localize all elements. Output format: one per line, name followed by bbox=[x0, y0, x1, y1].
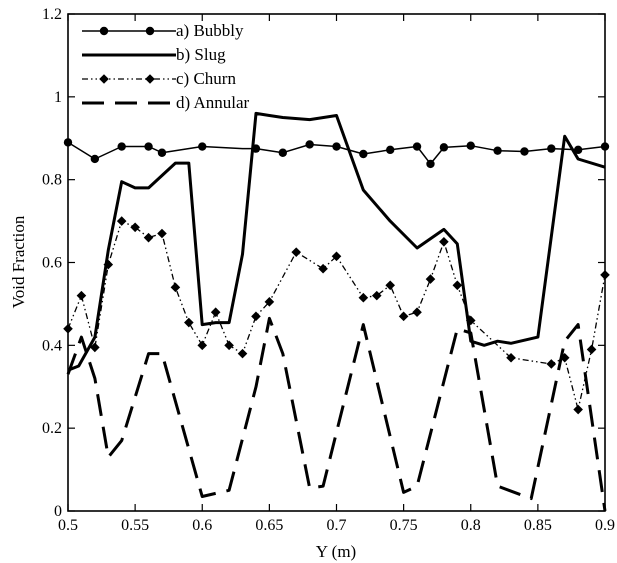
data-point bbox=[412, 142, 422, 151]
data-point bbox=[546, 359, 557, 369]
x-tick-label: 0.9 bbox=[595, 517, 615, 534]
data-point bbox=[116, 216, 127, 226]
data-point bbox=[586, 344, 597, 355]
data-point bbox=[144, 142, 153, 151]
data-point bbox=[452, 280, 463, 291]
y-axis-label: Void Fraction bbox=[9, 215, 28, 308]
series-line-churn bbox=[67, 220, 606, 411]
data-point bbox=[371, 290, 382, 301]
y-tick-label: 1.2 bbox=[42, 6, 62, 23]
data-point bbox=[157, 228, 167, 239]
data-point bbox=[170, 282, 181, 293]
data-point bbox=[331, 251, 342, 262]
data-point bbox=[143, 232, 154, 243]
series-line-annular bbox=[66, 316, 607, 512]
data-point bbox=[90, 342, 100, 353]
data-point bbox=[465, 315, 476, 326]
data-point bbox=[251, 311, 261, 322]
data-point bbox=[439, 143, 449, 152]
legend-entry-slug: b) Slug bbox=[82, 45, 226, 64]
x-axis-label: Y (m) bbox=[316, 542, 356, 561]
data-point bbox=[157, 148, 167, 157]
series-layer bbox=[63, 111, 610, 512]
data-point bbox=[386, 145, 395, 155]
legend-label: c) Churn bbox=[176, 69, 236, 88]
series-line-slug bbox=[67, 111, 606, 372]
legend-label: b) Slug bbox=[176, 45, 226, 64]
y-tick-label: 0.8 bbox=[42, 172, 62, 189]
legend-entry-annular: d) Annular bbox=[82, 93, 250, 112]
legend-label: d) Annular bbox=[176, 93, 250, 112]
data-point bbox=[237, 348, 248, 359]
series-annular bbox=[66, 316, 607, 512]
data-point bbox=[573, 404, 583, 415]
data-point bbox=[117, 142, 126, 151]
legend-label: a) Bubbly bbox=[176, 21, 244, 40]
x-tick-label: 0.6 bbox=[192, 517, 212, 534]
x-tick-label: 0.7 bbox=[327, 517, 347, 534]
data-point bbox=[547, 144, 556, 153]
data-point bbox=[385, 280, 395, 291]
data-point bbox=[278, 148, 287, 157]
data-point bbox=[130, 222, 140, 233]
data-point bbox=[506, 352, 516, 363]
data-point bbox=[493, 146, 502, 155]
series-bubbly bbox=[63, 138, 610, 169]
x-tick-label: 0.65 bbox=[255, 517, 283, 534]
legend-marker bbox=[145, 26, 155, 36]
plot-frame bbox=[67, 13, 606, 512]
y-tick-label: 0.6 bbox=[42, 255, 62, 272]
series-churn bbox=[63, 216, 610, 415]
data-point bbox=[520, 147, 529, 156]
data-point bbox=[198, 142, 207, 151]
data-point bbox=[90, 154, 100, 164]
data-point bbox=[466, 141, 475, 150]
legend-marker bbox=[99, 74, 109, 84]
x-tick-label: 0.5 bbox=[58, 517, 78, 534]
series-slug bbox=[67, 111, 606, 372]
x-tick-label: 0.8 bbox=[461, 517, 481, 534]
legend-marker bbox=[99, 26, 109, 36]
data-point bbox=[439, 236, 449, 247]
data-point bbox=[398, 311, 409, 322]
data-point bbox=[264, 297, 275, 307]
data-point bbox=[426, 159, 435, 169]
data-point bbox=[184, 317, 194, 328]
data-point bbox=[359, 149, 368, 159]
data-point bbox=[358, 292, 369, 303]
data-point bbox=[197, 340, 208, 351]
data-point bbox=[412, 307, 422, 317]
y-tick-label: 0.2 bbox=[42, 420, 62, 437]
x-tick-label: 0.75 bbox=[390, 517, 418, 534]
x-tick-label: 0.55 bbox=[121, 517, 149, 534]
ticks-layer: 0.5 0.55 0.6 0.65 0.7 0.75 0.8 0.85 0.9 0 0.2 0.4 0.… bbox=[42, 6, 615, 534]
data-point bbox=[305, 140, 314, 149]
data-point bbox=[573, 145, 583, 155]
legend-entry-churn: c) Churn bbox=[82, 69, 236, 88]
data-point bbox=[425, 274, 436, 284]
data-point bbox=[210, 307, 221, 317]
data-point bbox=[224, 340, 234, 351]
y-tick-label: 0.4 bbox=[42, 337, 62, 354]
data-point bbox=[318, 263, 328, 274]
data-point bbox=[76, 290, 87, 301]
x-tick-label: 0.85 bbox=[524, 517, 552, 534]
y-tick-label: 1 bbox=[54, 89, 62, 106]
data-point bbox=[332, 142, 341, 151]
legend: a) Bubbly b) Slug c) Churn d) Annular bbox=[82, 21, 250, 112]
legend-entry-bubbly: a) Bubbly bbox=[82, 21, 244, 40]
data-point bbox=[103, 259, 114, 270]
data-point bbox=[291, 247, 302, 257]
legend-marker bbox=[145, 74, 155, 84]
y-tick-label: 0 bbox=[54, 503, 62, 520]
